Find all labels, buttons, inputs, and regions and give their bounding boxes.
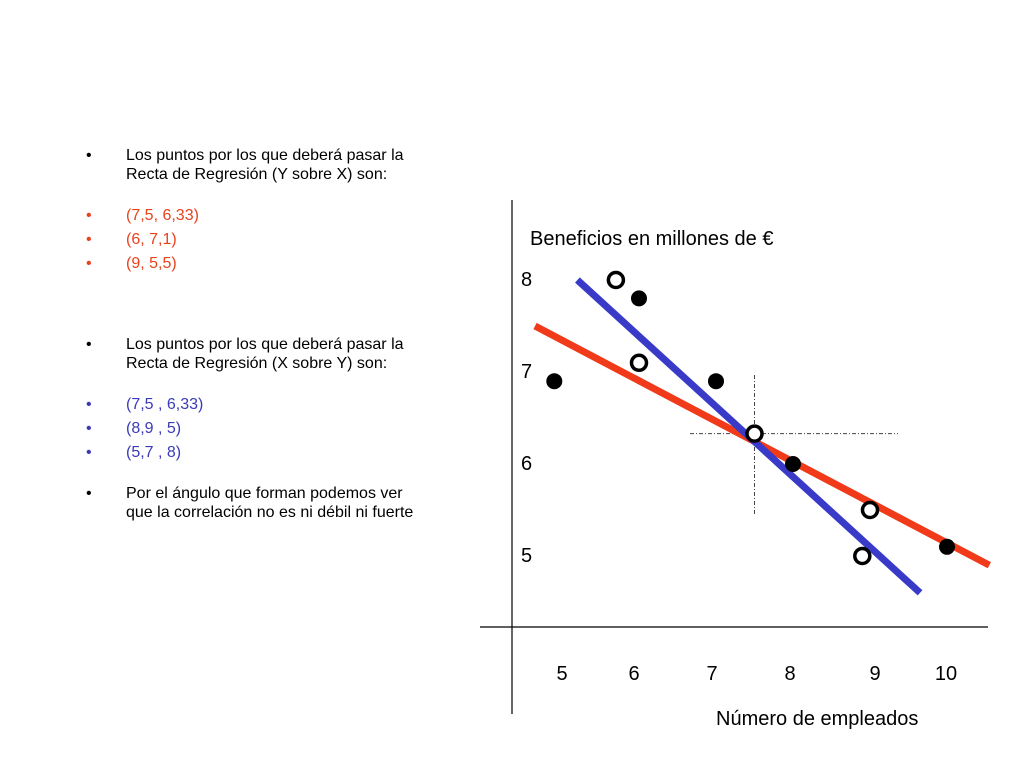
- bullet-yx-point-1: (7,5, 6,33): [86, 206, 416, 225]
- y-ticks: 5 6 7 8: [521, 269, 532, 567]
- x-tick-label: 9: [869, 663, 880, 685]
- x-ticks: 5 6 7 8 9 10: [556, 663, 957, 685]
- y-tick-label: 6: [521, 453, 532, 475]
- regression-point: [629, 353, 649, 373]
- bullet-xy-point-2: (8,9 , 5): [86, 419, 416, 438]
- mean-guides: [690, 375, 898, 515]
- x-tick-label: 8: [784, 663, 795, 685]
- group-yx-points: (7,5, 6,33) (6, 7,1) (9, 5,5): [86, 206, 416, 273]
- x-tick-label: 10: [935, 663, 957, 685]
- group-conclusion: Por el ángulo que forman podemos ver que…: [86, 484, 416, 522]
- regression-point: [606, 270, 626, 290]
- group-yx-intro: Los puntos por los que deberá pasar la R…: [86, 146, 416, 184]
- bullet-xy-point-3: (5,7 , 8): [86, 443, 416, 462]
- data-point: [546, 373, 563, 390]
- data-point: [708, 373, 724, 390]
- x-tick-label: 5: [556, 663, 567, 685]
- group-xy-intro: Los puntos por los que deberá pasar la R…: [86, 335, 416, 373]
- bullet-yx-point-2: (6, 7,1): [86, 230, 416, 249]
- y-tick-label: 7: [521, 361, 532, 383]
- mean-point: [745, 424, 764, 443]
- bullet-yx-point-3: (9, 5,5): [86, 254, 416, 273]
- y-axis-title: Beneficios en millones de €: [530, 228, 773, 250]
- regression-point: [853, 546, 872, 566]
- group-xy-points: (7,5 , 6,33) (8,9 , 5) (5,7 , 8): [86, 395, 416, 462]
- regression-points: [606, 270, 880, 566]
- y-tick-label: 5: [521, 545, 532, 567]
- data-point: [785, 456, 801, 472]
- data-points: [546, 290, 955, 555]
- data-point: [939, 538, 955, 555]
- bullet-yx-intro: Los puntos por los que deberá pasar la R…: [86, 146, 416, 184]
- regression-point: [860, 500, 880, 520]
- bullet-conclusion: Por el ángulo que forman podemos ver que…: [86, 484, 416, 522]
- x-tick-label: 7: [706, 663, 717, 685]
- x-axis-title: Número de empleados: [716, 708, 918, 730]
- y-tick-label: 8: [521, 269, 532, 291]
- bullet-xy-intro: Los puntos por los que deberá pasar la R…: [86, 335, 416, 373]
- text-panel: Los puntos por los que deberá pasar la R…: [86, 146, 416, 544]
- x-tick-label: 6: [628, 663, 639, 685]
- data-point: [631, 290, 647, 307]
- bullet-xy-point-1: (7,5 , 6,33): [86, 395, 416, 414]
